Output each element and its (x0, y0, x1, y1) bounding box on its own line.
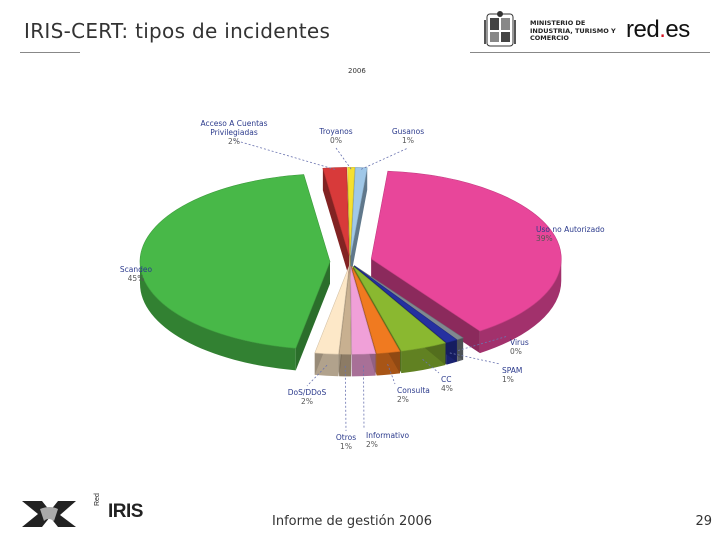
leader-line-consulta (387, 363, 396, 385)
pie-labels: Uso no Autorizado39%Virus0%SPAM1%CC4%Con… (120, 119, 605, 451)
pie-slice-gusanos (350, 167, 368, 256)
slice-label-acceso-a-cuentas-privilegiadas: Privilegiadas (210, 128, 258, 137)
leader-line-gusanos (360, 147, 409, 170)
leader-line-spam (449, 352, 501, 365)
pie-slice-informativo (350, 266, 376, 355)
slice-label-acceso-a-cuentas-privilegiadas: Acceso A Cuentas (200, 119, 267, 128)
pie-slice-side-uso-no-autorizado (479, 258, 562, 354)
slice-label-spam: SPAM (502, 366, 522, 375)
slice-label-dos-ddos: DoS/DDoS (288, 388, 327, 397)
slice-percent-otros: 1% (340, 442, 352, 451)
header-divider (470, 52, 710, 53)
title-divider (20, 52, 80, 53)
slide-title: IRIS-CERT: tipos de incidentes (24, 19, 331, 43)
leader-line-virus (457, 335, 509, 351)
pie-slice-dos-ddos (314, 266, 350, 355)
slice-percent-acceso-a-cuentas-privilegiadas: 2% (228, 137, 240, 146)
slice-percent-spam: 1% (502, 375, 514, 384)
pie-slice-side-otros (339, 354, 352, 377)
pie-slice-troyanos (347, 167, 356, 256)
leader-line-acceso-a-cuentas-privilegiadas (233, 139, 336, 170)
pie-leader-lines (233, 139, 509, 432)
slice-percent-dos-ddos: 2% (301, 397, 313, 406)
slice-percent-troyanos: 0% (330, 136, 342, 145)
pie-slice-wall-scandeo (295, 261, 331, 371)
footer-text: Informe de gestión 2006 (272, 514, 433, 529)
slice-label-virus: Virus (510, 338, 529, 347)
slice-percent-gusanos: 1% (402, 136, 414, 145)
pie-slice-uso-no-autorizado (370, 170, 562, 332)
slice-percent-cc: 4% (441, 384, 453, 393)
ministry-coat-of-arms-logo (484, 11, 516, 47)
pie-slice-side-informativo (351, 353, 376, 377)
pie-slice-scandeo (139, 174, 331, 349)
slice-percent-scandeo: 45% (128, 274, 145, 283)
pie-slice-consulta (351, 266, 401, 354)
page-number: 29 (695, 514, 712, 529)
slice-label-scandeo: Scandeo (120, 265, 153, 274)
slice-label-consulta: Consulta (397, 386, 430, 395)
slice-label-otros: Otros (336, 433, 356, 442)
red-es-logo-part1: red (626, 16, 660, 43)
red-es-logo-dot: . (659, 16, 666, 43)
rediris-logo-icon (22, 501, 76, 527)
slice-percent-informativo: 2% (366, 440, 378, 449)
pie-slice-wall-acceso-a-cuentas-privilegiadas (322, 168, 350, 278)
rediris-logo-text: IRIS (108, 501, 143, 522)
pie-top-layer (139, 167, 562, 355)
pie-slice-wall-gusanos (350, 167, 368, 278)
rediris-logo-small-text: Red (94, 493, 101, 506)
chart-title: 2006 (348, 67, 366, 75)
slice-percent-uso-no-autorizado: 39% (536, 234, 553, 243)
leader-line-cc (422, 358, 440, 374)
red-es-logo: red.es (626, 16, 690, 44)
pie-slice-cc (352, 265, 447, 352)
slice-percent-consulta: 2% (397, 395, 409, 404)
ministry-name: MINISTERIO DE INDUSTRIA, TURISMO Y COMER… (530, 19, 616, 42)
pie-slice-acceso-a-cuentas-privilegiadas (322, 167, 350, 256)
slice-label-troyanos: Troyanos (318, 127, 352, 136)
pie-slice-wall-uso-no-autorizado (371, 258, 480, 354)
slice-percent-virus: 0% (510, 347, 522, 356)
pie-slice-otros (338, 266, 352, 355)
slice-label-cc: CC (441, 375, 451, 384)
leader-line-otros (344, 365, 347, 432)
slice-label-informativo: Informativo (366, 431, 410, 440)
slice-label-uso-no-autorizado: Uso no Autorizado (536, 225, 605, 234)
leader-line-troyanos (335, 147, 352, 170)
slice-label-gusanos: Gusanos (392, 127, 424, 136)
red-es-logo-part2: es (665, 16, 690, 43)
leader-line-dos-ddos (306, 364, 328, 387)
leader-line-informativo (363, 365, 365, 430)
pie-slice-spam (353, 265, 458, 343)
